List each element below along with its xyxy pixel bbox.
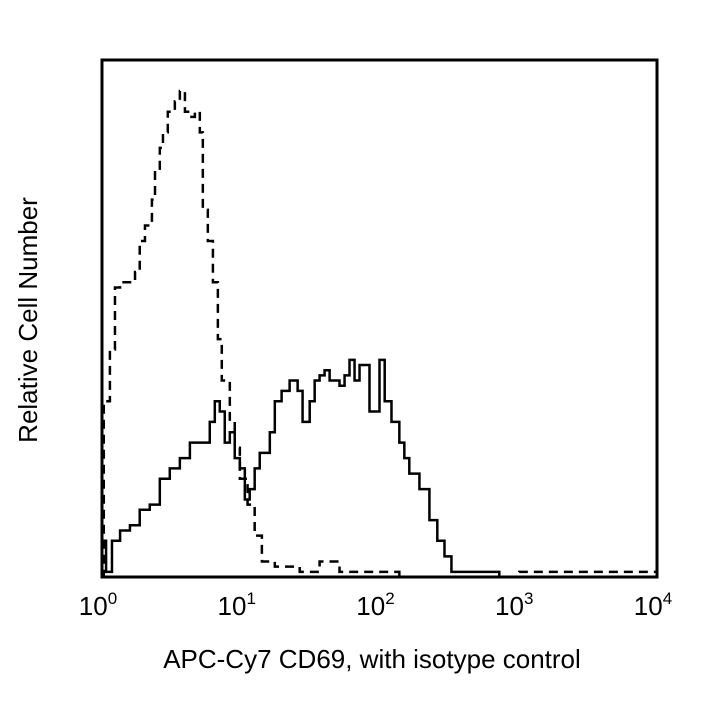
x-tick-label: 104	[634, 589, 672, 621]
y-axis-label: Relative Cell Number	[13, 197, 43, 443]
x-tick-label: 101	[218, 589, 256, 621]
isotype-control-histogram	[102, 89, 659, 579]
plot-frame	[100, 58, 659, 579]
cd69-histogram	[102, 358, 657, 579]
x-tick-label: 103	[495, 589, 533, 621]
x-axis-label: APC-Cy7 CD69, with isotype control	[163, 644, 581, 674]
x-tick-label: 100	[79, 589, 117, 621]
x-tick-label: 102	[356, 589, 394, 621]
